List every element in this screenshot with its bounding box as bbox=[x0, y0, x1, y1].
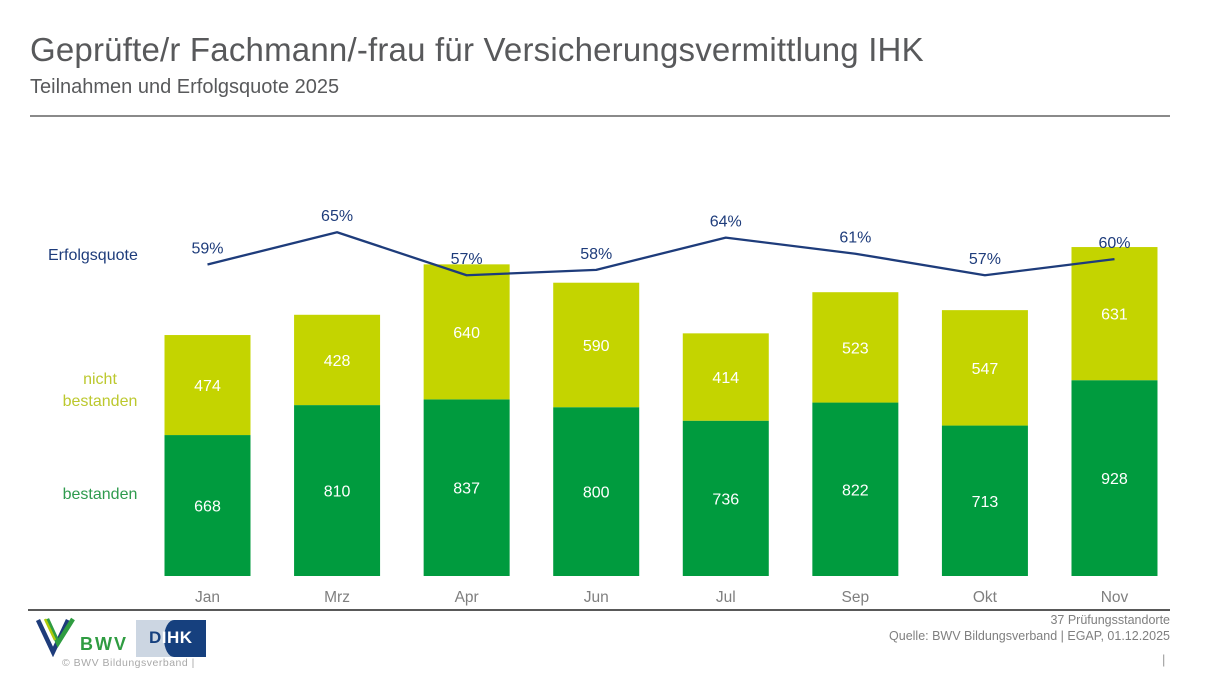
bar-value-bestanden: 736 bbox=[712, 491, 739, 508]
line-value-label: 59% bbox=[191, 240, 223, 257]
line-value-label: 60% bbox=[1098, 235, 1130, 252]
bar-value-bestanden: 668 bbox=[194, 499, 221, 516]
bar-segment-bestanden bbox=[812, 402, 899, 576]
header: Geprüfte/r Fachmann/-frau für Versicheru… bbox=[30, 30, 1170, 99]
bar-value-bestanden: 810 bbox=[324, 484, 351, 501]
bar-segment-nicht-bestanden bbox=[682, 333, 769, 421]
legend-erfolgsquote: Erfolgsquote bbox=[48, 247, 138, 264]
bar-value-bestanden: 800 bbox=[583, 485, 610, 502]
bar-value-nicht-bestanden: 428 bbox=[324, 353, 351, 370]
copyright-text: © BWV Bildungsverband | bbox=[62, 657, 195, 669]
bar-value-nicht-bestanden: 547 bbox=[972, 361, 999, 378]
bwv-logo: BWV bbox=[34, 617, 164, 657]
bar-segment-bestanden bbox=[941, 425, 1028, 576]
bar-segment-nicht-bestanden bbox=[553, 282, 640, 408]
bar-segment-nicht-bestanden bbox=[423, 264, 510, 400]
category-label: Jan bbox=[195, 589, 220, 606]
dihk-logo: DIHK bbox=[136, 620, 206, 657]
bar-segment-nicht-bestanden bbox=[812, 292, 899, 403]
category-label: Jul bbox=[716, 589, 736, 606]
bar-segment-bestanden bbox=[423, 399, 510, 576]
dihk-logo-text: DIHK bbox=[149, 628, 193, 648]
bar-value-nicht-bestanden: 474 bbox=[194, 378, 221, 395]
line-value-label: 64% bbox=[710, 214, 742, 231]
bar-value-bestanden: 713 bbox=[972, 494, 999, 511]
line-value-label: 58% bbox=[580, 246, 612, 263]
bar-value-nicht-bestanden: 640 bbox=[453, 325, 480, 342]
bar-value-bestanden: 928 bbox=[1101, 471, 1128, 488]
bar-value-bestanden: 822 bbox=[842, 482, 869, 499]
bwv-logo-mark-icon bbox=[35, 617, 75, 657]
bwv-logo-text: BWV bbox=[80, 634, 128, 654]
line-value-label: 57% bbox=[969, 251, 1001, 268]
legend-nicht-bestanden: nicht bestanden bbox=[62, 371, 138, 410]
bar-segment-bestanden bbox=[553, 407, 640, 576]
page-title: Geprüfte/r Fachmann/-frau für Versicheru… bbox=[30, 31, 924, 68]
footer-source-block: 37 Prüfungsstandorte Quelle: BWV Bildung… bbox=[889, 612, 1170, 644]
category-label: Jun bbox=[584, 589, 609, 606]
dihk-letter-d: D bbox=[149, 628, 162, 647]
bar-segment-bestanden bbox=[1071, 380, 1158, 576]
bar-segment-nicht-bestanden bbox=[164, 335, 251, 436]
bar-value-nicht-bestanden: 523 bbox=[842, 340, 869, 357]
category-label: Nov bbox=[1101, 589, 1129, 606]
bar-segment-bestanden bbox=[164, 435, 251, 576]
page-subtitle: Teilnahmen und Erfolgsquote 2025 bbox=[30, 76, 340, 98]
bar-value-nicht-bestanden: 414 bbox=[712, 370, 739, 387]
bar-value-nicht-bestanden: 590 bbox=[583, 338, 610, 355]
line-value-label: 65% bbox=[321, 208, 353, 225]
bar-value-bestanden: 837 bbox=[453, 481, 480, 498]
category-label: Mrz bbox=[324, 589, 350, 606]
footer-divider bbox=[28, 609, 1170, 611]
bar-segment-bestanden bbox=[682, 420, 769, 576]
pruefungsstandorte-text: 37 Prüfungsstandorte bbox=[1050, 613, 1170, 627]
bar-value-nicht-bestanden: 631 bbox=[1101, 307, 1128, 324]
legend-bestanden: bestanden bbox=[62, 486, 138, 503]
bar-segment-bestanden bbox=[294, 405, 381, 576]
page-separator: | bbox=[1162, 652, 1166, 667]
bar-segment-nicht-bestanden bbox=[941, 310, 1028, 426]
bar-segment-nicht-bestanden bbox=[294, 314, 381, 406]
category-label: Okt bbox=[973, 589, 998, 606]
category-label: Sep bbox=[842, 589, 870, 606]
source-text: Quelle: BWV Bildungsverband | EGAP, 01.1… bbox=[889, 629, 1170, 643]
line-value-label: 61% bbox=[839, 230, 871, 247]
dihk-letters-ihk: IHK bbox=[161, 628, 193, 647]
erfolgsquote-line bbox=[207, 231, 1115, 277]
line-value-label: 57% bbox=[451, 251, 483, 268]
header-divider bbox=[30, 115, 1170, 117]
category-label: Apr bbox=[455, 589, 479, 606]
dihk-logo-shape bbox=[164, 620, 206, 657]
bar-segment-nicht-bestanden bbox=[1071, 247, 1158, 381]
